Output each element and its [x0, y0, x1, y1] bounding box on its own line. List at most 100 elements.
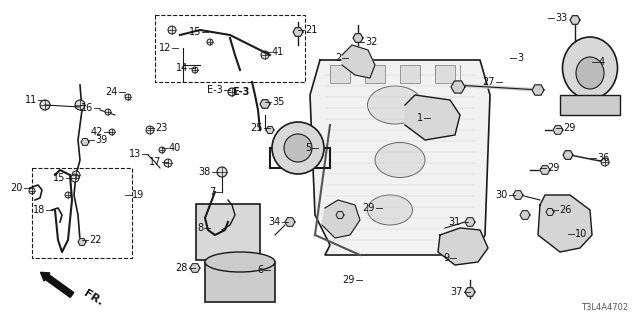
Polygon shape: [451, 81, 465, 93]
Circle shape: [168, 26, 176, 34]
Text: T3L4A4702: T3L4A4702: [581, 303, 628, 312]
FancyArrow shape: [40, 272, 74, 297]
Circle shape: [125, 94, 131, 100]
Text: 33: 33: [555, 13, 567, 23]
Text: E-3: E-3: [207, 85, 223, 95]
Polygon shape: [81, 139, 89, 146]
Polygon shape: [513, 191, 523, 199]
Text: 29: 29: [563, 123, 575, 133]
Polygon shape: [353, 34, 363, 42]
Polygon shape: [310, 60, 490, 255]
Text: 10: 10: [575, 229, 588, 239]
Polygon shape: [520, 211, 530, 219]
Bar: [196, 204, 260, 260]
Polygon shape: [465, 288, 475, 296]
Text: 2: 2: [335, 53, 341, 63]
Text: 32: 32: [365, 37, 378, 47]
Text: 15: 15: [52, 173, 65, 183]
Circle shape: [105, 109, 111, 115]
Ellipse shape: [367, 86, 422, 124]
Bar: [205, 262, 275, 302]
Ellipse shape: [284, 134, 312, 162]
Text: 4: 4: [599, 57, 605, 67]
Polygon shape: [190, 264, 200, 272]
Text: 6: 6: [257, 265, 263, 275]
Polygon shape: [532, 85, 544, 95]
Text: 15: 15: [189, 27, 201, 37]
Text: 19: 19: [132, 190, 144, 200]
Polygon shape: [266, 126, 274, 133]
Ellipse shape: [563, 37, 618, 99]
Polygon shape: [540, 166, 550, 174]
Text: 17: 17: [148, 157, 161, 167]
Polygon shape: [570, 16, 580, 24]
Polygon shape: [405, 95, 460, 140]
Polygon shape: [546, 209, 554, 215]
Text: FR.: FR.: [82, 288, 105, 308]
Text: 20: 20: [11, 183, 23, 193]
Circle shape: [601, 158, 609, 166]
Text: 29: 29: [342, 275, 355, 285]
Bar: [365, 65, 385, 83]
Polygon shape: [553, 126, 563, 134]
Circle shape: [207, 39, 213, 45]
Polygon shape: [465, 218, 475, 226]
Text: 3: 3: [517, 53, 523, 63]
Text: 36: 36: [597, 153, 609, 163]
Circle shape: [29, 188, 35, 194]
Text: 9: 9: [443, 253, 449, 263]
Text: 1: 1: [417, 113, 423, 123]
Circle shape: [159, 147, 165, 153]
Circle shape: [217, 167, 227, 177]
Text: 7: 7: [209, 187, 215, 197]
Text: 21: 21: [305, 25, 317, 35]
Ellipse shape: [272, 122, 324, 174]
Text: 29: 29: [547, 163, 559, 173]
Circle shape: [164, 159, 172, 167]
Text: 25: 25: [250, 123, 263, 133]
Text: 40: 40: [169, 143, 181, 153]
Text: 22: 22: [89, 235, 102, 245]
Text: 28: 28: [175, 263, 188, 273]
Text: 41: 41: [272, 47, 284, 57]
Circle shape: [72, 171, 80, 179]
Text: 18: 18: [33, 205, 45, 215]
Circle shape: [261, 51, 269, 59]
Polygon shape: [293, 28, 303, 36]
Circle shape: [75, 100, 85, 110]
Text: 39: 39: [95, 135, 108, 145]
Circle shape: [65, 192, 71, 198]
Polygon shape: [342, 45, 375, 78]
Circle shape: [228, 88, 236, 96]
Polygon shape: [260, 100, 270, 108]
Circle shape: [146, 126, 154, 134]
Polygon shape: [438, 228, 488, 265]
Ellipse shape: [375, 142, 425, 178]
Bar: [560, 95, 620, 115]
Text: 14: 14: [176, 63, 188, 73]
Bar: [155, 15, 305, 82]
Text: 13: 13: [129, 149, 141, 159]
Text: 24: 24: [106, 87, 118, 97]
Polygon shape: [563, 151, 573, 159]
Text: E-3: E-3: [232, 87, 250, 97]
Circle shape: [71, 174, 79, 182]
Polygon shape: [336, 212, 344, 219]
Text: 12: 12: [159, 43, 171, 53]
Text: 23: 23: [155, 123, 168, 133]
Text: 11: 11: [25, 95, 37, 105]
Ellipse shape: [367, 195, 413, 225]
Bar: [330, 65, 350, 83]
Text: 37: 37: [451, 287, 463, 297]
Bar: [32, 168, 132, 258]
Polygon shape: [78, 238, 86, 245]
Ellipse shape: [205, 252, 275, 272]
Text: 30: 30: [496, 190, 508, 200]
Text: 35: 35: [272, 97, 284, 107]
Text: 27: 27: [483, 77, 495, 87]
Text: 29: 29: [363, 203, 375, 213]
Text: 34: 34: [269, 217, 281, 227]
Text: 8: 8: [197, 223, 203, 233]
Circle shape: [40, 100, 50, 110]
Circle shape: [109, 129, 115, 135]
